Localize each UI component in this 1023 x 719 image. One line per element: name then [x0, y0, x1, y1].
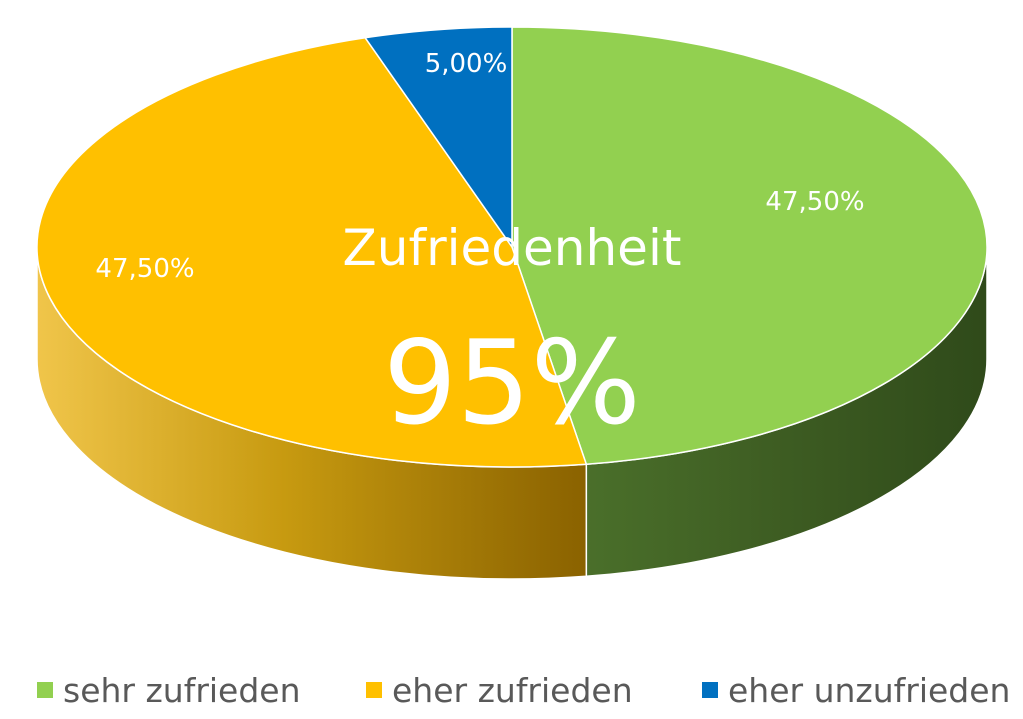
data-label: 47,50% [765, 187, 864, 217]
data-label: 47,50% [95, 254, 194, 284]
legend-swatch [366, 682, 382, 698]
legend-swatch [702, 682, 718, 698]
center-value: 95% [383, 316, 641, 451]
legend: sehr zufrieden eher zufrieden eher unzuf… [0, 668, 1023, 712]
legend-item-eher-zufrieden: eher zufrieden [366, 668, 633, 712]
pie-slice-sehr-zufrieden [511, 26, 988, 466]
legend-item-eher-unzufrieden: eher unzufrieden [702, 668, 1010, 712]
chart-title: Zufriedenheit [343, 219, 682, 277]
legend-label: eher unzufrieden [728, 670, 1011, 710]
legend-label: eher zufrieden [392, 670, 633, 710]
legend-item-sehr-zufrieden: sehr zufrieden [37, 668, 301, 712]
legend-swatch [37, 682, 53, 698]
pie-slice-eher-zufrieden [36, 36, 588, 468]
data-label: 5,00% [425, 49, 508, 79]
legend-label: sehr zufrieden [63, 670, 301, 710]
pie-slice-eher-unzufrieden [363, 26, 513, 250]
